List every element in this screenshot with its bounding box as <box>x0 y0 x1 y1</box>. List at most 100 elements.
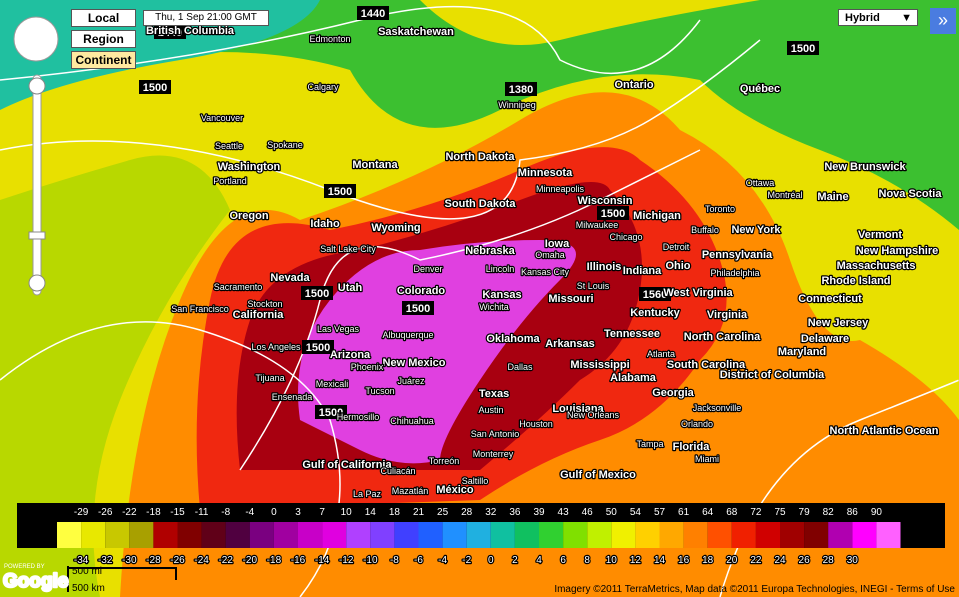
place-label: New Orleans <box>567 410 620 420</box>
view-button[interactable]: Continent <box>71 51 136 69</box>
region-label: Kansas <box>482 289 521 301</box>
contour-label: 1500 <box>305 288 329 300</box>
place-label: San Antonio <box>471 429 520 439</box>
place-label: Sacramento <box>214 282 263 292</box>
place-label: Winnipeg <box>498 100 536 110</box>
fahrenheit-label: 25 <box>437 507 449 518</box>
contour-label: 1500 <box>306 342 330 354</box>
place-label: Omaha <box>535 250 565 260</box>
place-label: Lincoln <box>486 264 515 274</box>
pan-control[interactable] <box>13 16 59 62</box>
region-label: Wyoming <box>371 222 420 234</box>
legend-swatch <box>466 522 491 548</box>
fahrenheit-label: 36 <box>509 507 521 518</box>
region-label: Washington <box>218 161 281 173</box>
legend-swatch <box>635 522 660 548</box>
yellowgreen-zone <box>0 155 230 597</box>
region-label: Utah <box>338 282 363 294</box>
place-label: Tijuana <box>255 373 284 383</box>
view-button[interactable]: Region <box>71 30 136 48</box>
region-label: New Mexico <box>383 357 446 369</box>
nav-control[interactable] <box>13 16 59 296</box>
celsius-label: -2 <box>462 555 471 566</box>
fahrenheit-label: 82 <box>823 507 835 518</box>
place-label: Ottawa <box>746 178 775 188</box>
fahrenheit-label: 21 <box>413 507 425 518</box>
region-label: Connecticut <box>798 293 862 305</box>
zoom-in[interactable] <box>28 77 46 95</box>
view-button[interactable]: Local <box>71 9 136 27</box>
celsius-label: -18 <box>267 555 282 566</box>
attribution: Imagery ©2011 TerraMetrics, Map data ©20… <box>554 584 955 595</box>
place-label: Stockton <box>247 299 282 309</box>
region-label: District of Columbia <box>720 369 825 381</box>
zoom-out[interactable] <box>28 274 46 292</box>
contour-label: 1500 <box>601 208 625 220</box>
celsius-label: -14 <box>315 555 330 566</box>
region-label: Illinois <box>587 261 622 273</box>
region-label: Ontario <box>614 79 653 91</box>
fahrenheit-label: 57 <box>654 507 666 518</box>
place-label: Jacksonville <box>693 403 742 413</box>
region-label: Arkansas <box>545 338 595 350</box>
region-label: Québec <box>740 83 780 95</box>
legend-swatch <box>81 522 106 548</box>
legend-swatch <box>780 522 805 548</box>
place-label: La Paz <box>353 489 382 499</box>
place-label: Albuquerque <box>382 330 433 340</box>
region-label: North Carolina <box>684 331 761 343</box>
region-label: Alabama <box>610 372 657 384</box>
zoom-slider[interactable] <box>28 231 46 240</box>
place-label: Milwaukee <box>576 220 619 230</box>
region-label: Oregon <box>229 210 268 222</box>
region-label: Texas <box>479 388 509 400</box>
region-label: North Atlantic Ocean <box>830 425 939 437</box>
place-label: Wichita <box>479 302 509 312</box>
region-label: Vermont <box>858 229 902 241</box>
contour-line <box>0 39 761 220</box>
place-label: Minneapolis <box>536 184 585 194</box>
legend-swatch <box>852 522 877 548</box>
fahrenheit-label: 28 <box>461 507 473 518</box>
celsius-label: 12 <box>630 555 642 566</box>
region-label: Gulf of Mexico <box>560 469 636 481</box>
map-type-select[interactable]: Hybrid ▼ <box>838 9 918 26</box>
region-label: New York <box>731 224 781 236</box>
celsius-label: 26 <box>799 555 811 566</box>
place-label: St Louis <box>577 281 610 291</box>
datetime: Thu, 1 Sep 21:00 GMT <box>143 10 269 26</box>
region-label: South Dakota <box>445 198 517 210</box>
contour-label: 1380 <box>509 84 533 96</box>
contour-label-bg <box>301 286 333 300</box>
fahrenheit-label: -18 <box>146 507 161 518</box>
place-label: Hermosillo <box>337 412 380 422</box>
place-label: Toronto <box>705 204 735 214</box>
place-label: Tucson <box>365 386 394 396</box>
region-label: Mississippi <box>570 359 629 371</box>
contour-label: 1440 <box>158 27 182 39</box>
region-label: Massachusetts <box>837 260 916 272</box>
legend-swatch <box>707 522 732 548</box>
powered-by: POWERED BY <box>4 564 45 570</box>
place-label: Las Vegas <box>317 324 360 334</box>
legend-swatch <box>804 522 829 548</box>
expand-button[interactable]: » <box>930 8 956 34</box>
region-label: Delaware <box>801 333 849 345</box>
contour-label-bg <box>787 41 819 55</box>
contour-label-bg <box>357 6 389 20</box>
legend-swatch <box>563 522 588 548</box>
region-label: Nebraska <box>465 245 515 257</box>
fahrenheit-label: 50 <box>606 507 618 518</box>
fahrenheit-label: 3 <box>295 507 301 518</box>
zoom-track <box>32 74 42 296</box>
place-label: Culiacán <box>380 466 415 476</box>
region-label: Virginia <box>707 309 748 321</box>
place-label: Detroit <box>663 242 690 252</box>
fahrenheit-label: 75 <box>774 507 786 518</box>
place-label: Seattle <box>215 141 243 151</box>
legend-swatch <box>683 522 708 548</box>
celsius-label: 0 <box>488 555 494 566</box>
region-label: México <box>436 484 474 496</box>
region-label: Kentucky <box>630 307 680 319</box>
